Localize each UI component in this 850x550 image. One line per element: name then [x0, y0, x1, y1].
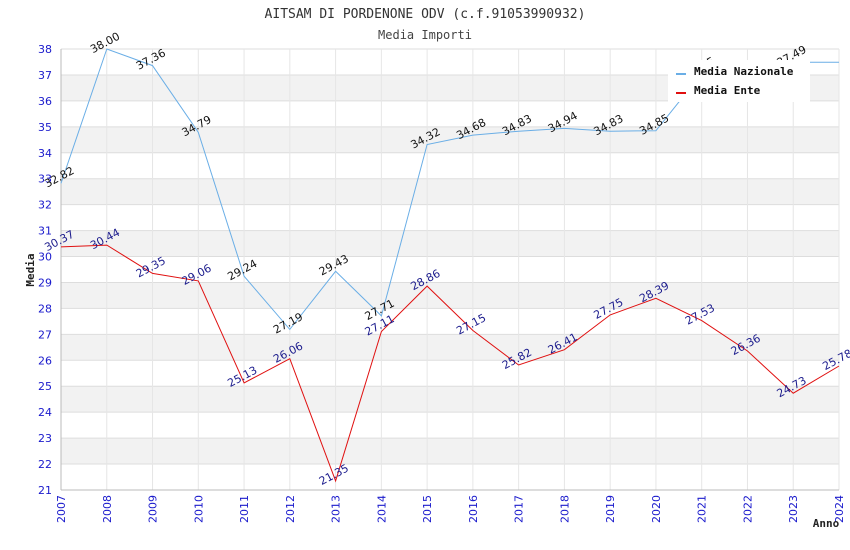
y-tick-label: 34: [38, 147, 52, 160]
y-axis-ticks: 21 22 23 24 25 26 27 28 29 30 31 32 33 34 35 36 37 38: [38, 43, 52, 497]
x-tick-label: 2016: [467, 495, 480, 523]
x-tick-label: 2011: [238, 495, 251, 523]
y-tick-label: 38: [38, 43, 52, 56]
grid-band: [61, 178, 839, 205]
y-tick-label: 33: [38, 173, 52, 186]
grid-lines: [60, 48, 840, 491]
y-tick-label: 37: [38, 69, 52, 82]
x-tick-label: 2018: [558, 495, 571, 523]
x-tick-label: 2007: [55, 495, 68, 523]
data-label-nazionale: 37.36: [134, 46, 168, 72]
legend-box: [668, 60, 810, 102]
y-tick-label: 31: [38, 225, 52, 238]
grid-band: [61, 282, 839, 309]
x-tick-label: 2013: [330, 495, 343, 523]
data-label-ente: 27.15: [454, 311, 488, 337]
x-tick-label: 2020: [650, 495, 663, 523]
y-tick-label: 29: [38, 276, 52, 289]
series-line-ente: [60, 244, 840, 483]
y-tick-label: 24: [38, 406, 52, 419]
y-axis-label: Media: [24, 253, 37, 286]
x-tick-label: 2015: [421, 495, 434, 523]
chart-subtitle: Media Importi: [378, 28, 472, 42]
x-tick-label: 2021: [696, 495, 709, 523]
x-axis-ticks: 2007 2008 2009 2010 2011 2012 2013 2014 2015 2016…: [55, 495, 846, 523]
x-tick-label: 2012: [284, 495, 297, 523]
legend-label-nazionale: Media Nazionale: [694, 65, 794, 78]
x-tick-label: 2019: [604, 495, 617, 523]
axes: [60, 49, 839, 491]
x-tick-label: 2017: [513, 495, 526, 523]
legend-label-ente: Media Ente: [694, 84, 761, 97]
chart-title: AITSAM DI PORDENONE ODV (c.f.91053990932…: [265, 7, 586, 22]
y-tick-label: 22: [38, 458, 52, 471]
data-label-nazionale: 38.00: [88, 30, 122, 56]
data-label-ente: 21.35: [317, 462, 351, 488]
grid-band: [61, 230, 839, 257]
x-tick-label: 2009: [147, 495, 160, 523]
x-axis-label: Anno: [813, 517, 840, 530]
y-tick-label: 21: [38, 484, 52, 497]
data-label-ente: 29.35: [134, 254, 168, 280]
y-tick-label: 35: [38, 121, 52, 134]
x-tick-label: 2008: [101, 495, 114, 523]
series-lines: [60, 48, 840, 483]
grid-band: [61, 334, 839, 361]
y-tick-label: 26: [38, 354, 52, 367]
y-tick-label: 28: [38, 302, 52, 315]
y-tick-label: 23: [38, 432, 52, 445]
x-tick-label: 2022: [741, 495, 754, 523]
x-tick-label: 2023: [787, 495, 800, 523]
y-tick-label: 25: [38, 380, 52, 393]
grid-band: [61, 386, 839, 413]
y-tick-label: 30: [38, 251, 52, 264]
x-tick-label: 2024: [833, 495, 846, 523]
grid-bands: [61, 74, 839, 465]
x-tick-label: 2010: [192, 495, 205, 523]
y-tick-label: 36: [38, 95, 52, 108]
data-label-nazionale: 29.24: [225, 257, 259, 283]
legend: Media Nazionale Media Ente: [668, 60, 810, 102]
y-tick-label: 32: [38, 199, 52, 212]
grid-band: [61, 438, 839, 465]
x-tick-label: 2014: [375, 495, 388, 523]
y-tick-label: 27: [38, 328, 52, 341]
